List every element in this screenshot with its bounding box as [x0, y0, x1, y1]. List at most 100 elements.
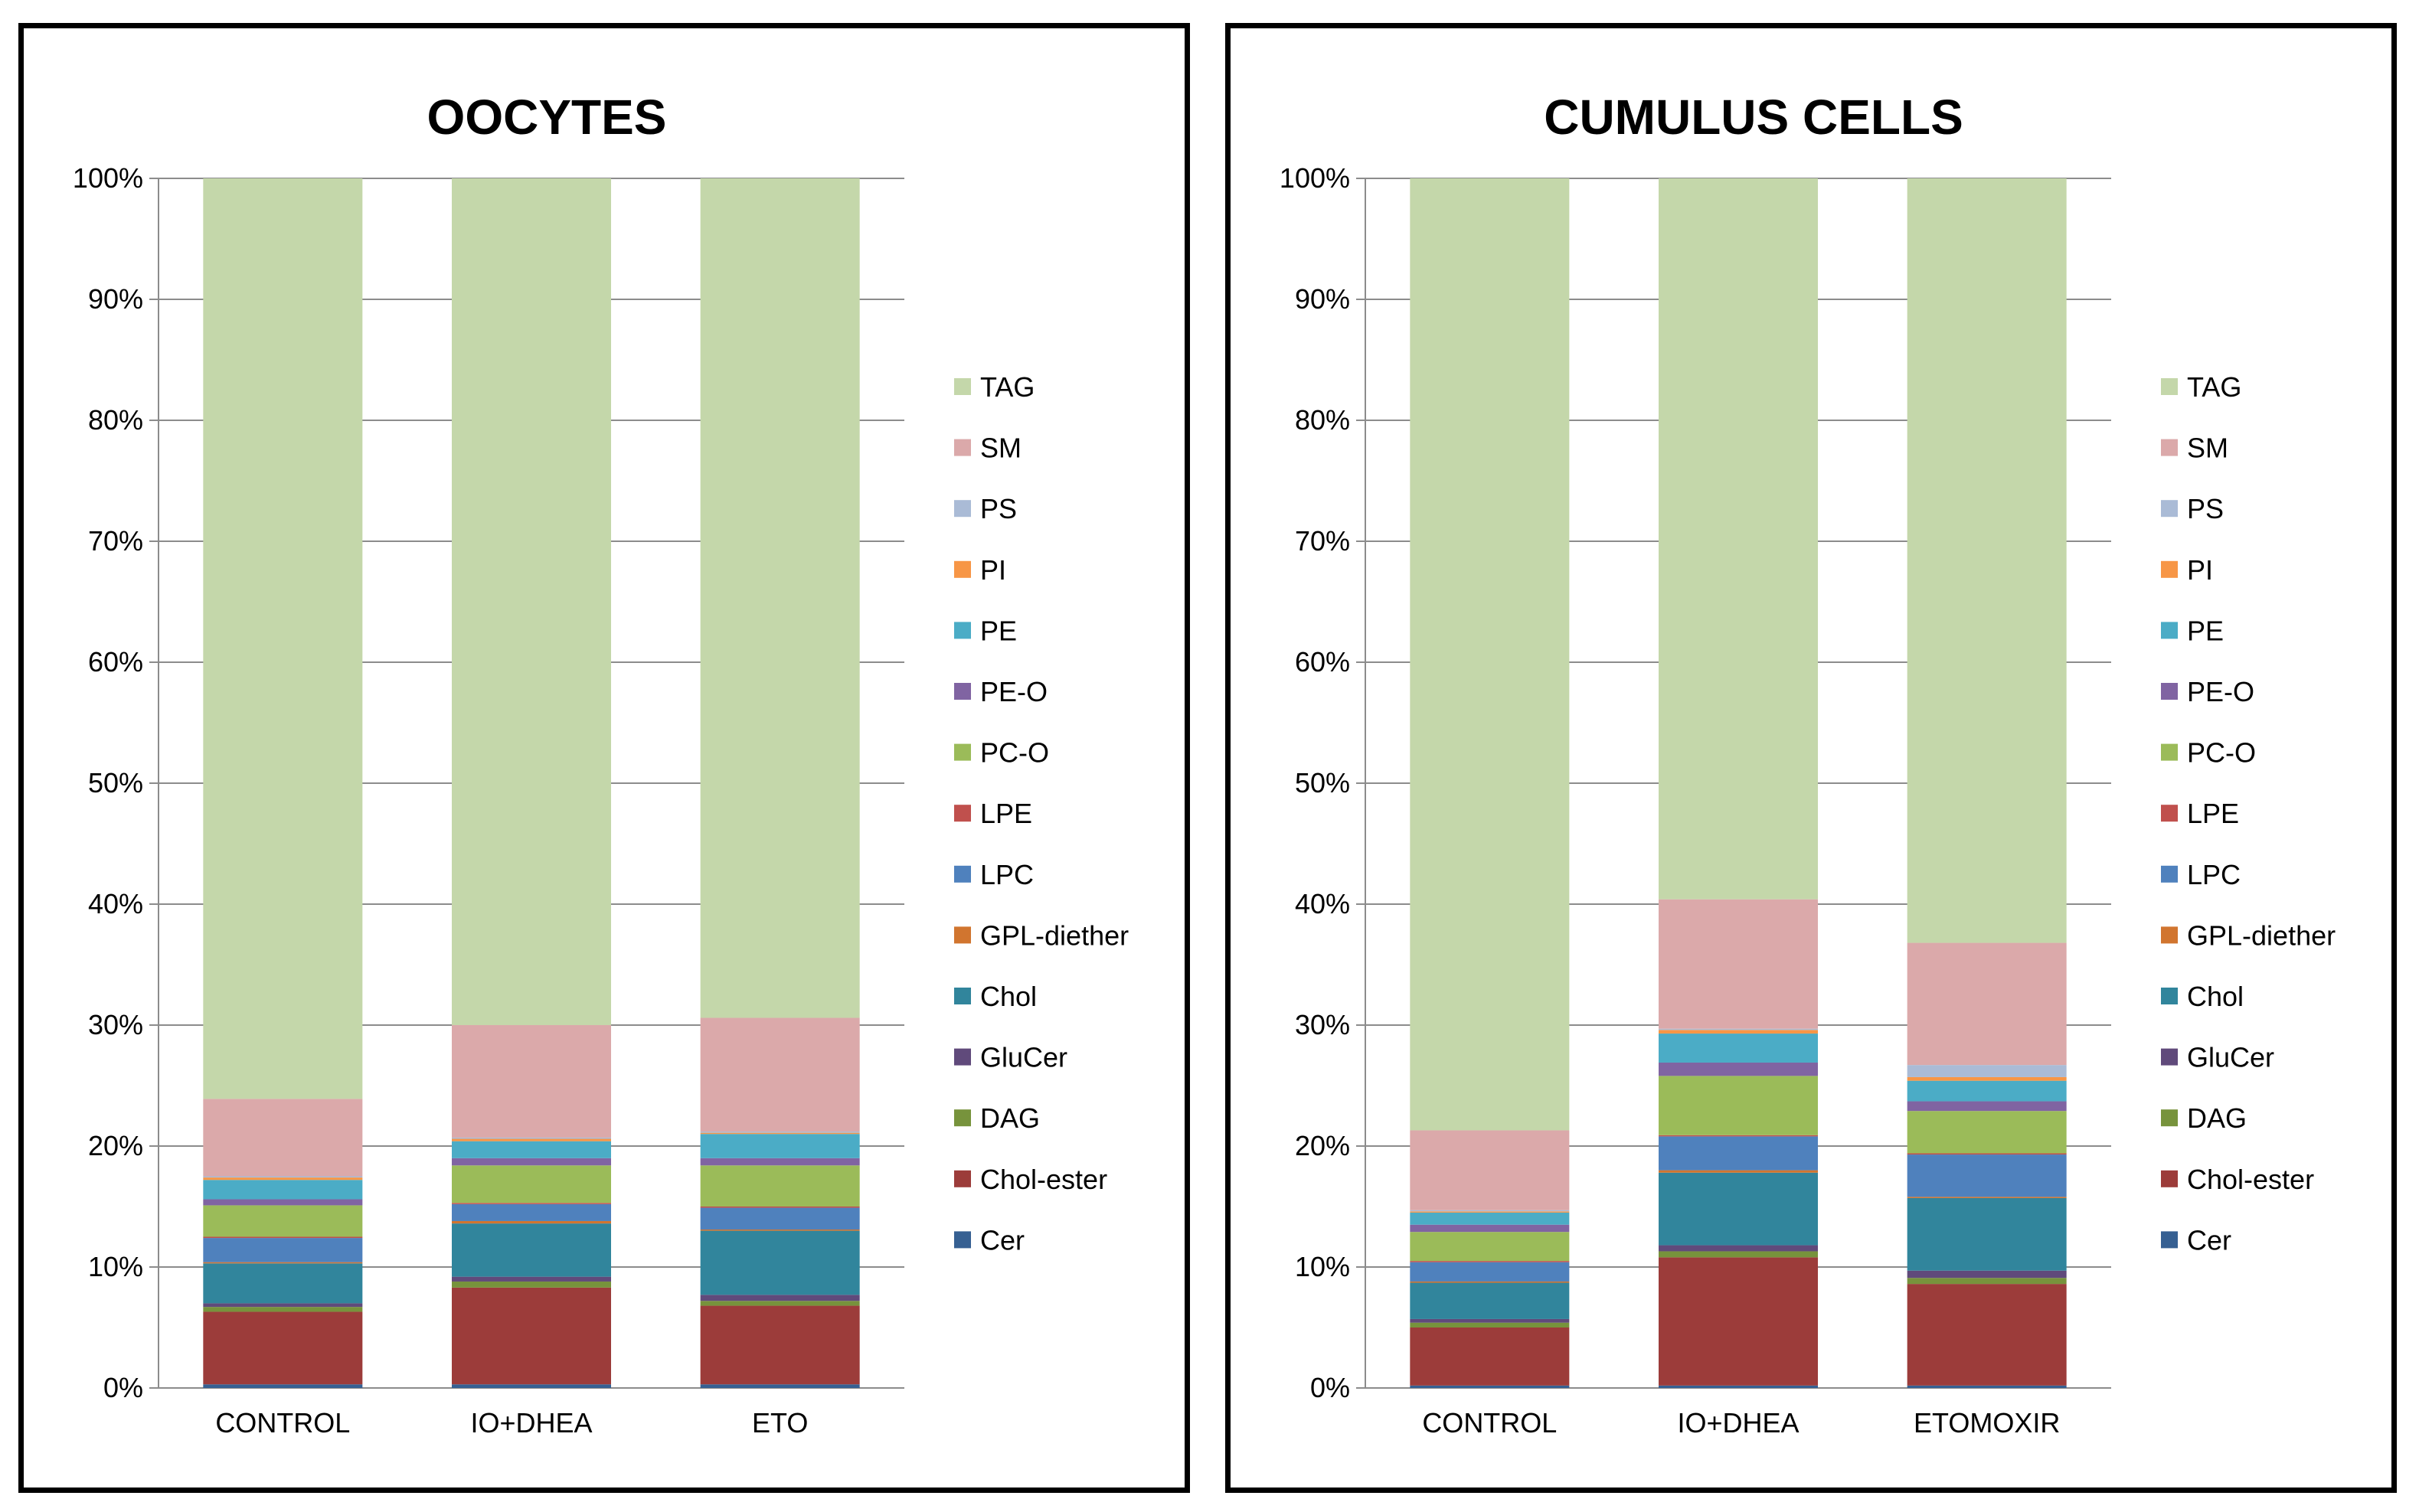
oocytes-legend-label-chol: Chol — [980, 981, 1037, 1012]
cumulus-cells-legend-swatch-chol-ester — [2161, 1170, 2178, 1187]
oocytes-bar-control-pe — [203, 1180, 363, 1200]
oocytes-bar-control-cer — [203, 1384, 363, 1388]
cumulus-cells-legend-label-glucer: GluCer — [2187, 1042, 2274, 1073]
oocytes-bar-io-dhea-pc-o — [452, 1165, 611, 1203]
oocytes-bar-io-dhea-lpc — [452, 1203, 611, 1221]
oocytes-y-tick-label: 20% — [88, 1130, 143, 1161]
cumulus-cells-bar-io-dhea-cer — [1659, 1385, 1818, 1388]
cumulus-cells-bar-control-dag — [1410, 1322, 1570, 1327]
cumulus-cells-bar-io-dhea-lpc — [1659, 1136, 1818, 1171]
oocytes-bar-io-dhea-cer — [452, 1384, 611, 1388]
oocytes-legend-label-cer: Cer — [980, 1224, 1025, 1256]
oocytes-legend-label-dag: DAG — [980, 1102, 1040, 1134]
oocytes-bar-eto-ps — [700, 1132, 860, 1133]
oocytes-y-tick-label: 40% — [88, 888, 143, 919]
oocytes-bar-control-chol — [203, 1263, 363, 1304]
cumulus-cells-bar-control-cer — [1410, 1385, 1570, 1388]
cumulus-cells-bar-control-lpc — [1410, 1262, 1570, 1282]
cumulus-cells-bar-control-chol — [1410, 1282, 1570, 1319]
cumulus-cells-bar-io-dhea-gpl-diether — [1659, 1170, 1818, 1173]
oocytes-y-tick-label: 50% — [88, 767, 143, 798]
cumulus-cells-legend-label-sm: SM — [2187, 433, 2228, 464]
oocytes-legend-swatch-pc-o — [954, 743, 971, 761]
cumulus-cells-bar-io-dhea-glucer — [1659, 1245, 1818, 1252]
oocytes-bar-control-chol-ester — [203, 1311, 363, 1385]
cumulus-cells-bar-etomoxir-chol-ester — [1907, 1284, 2067, 1386]
oocytes-y-tick-label: 70% — [88, 525, 143, 557]
oocytes-bar-eto-chol-ester — [700, 1305, 860, 1385]
oocytes-bar-control-glucer — [203, 1303, 363, 1308]
oocytes-legend-label-lpc: LPC — [980, 859, 1034, 890]
cumulus-cells-legend-label-pc-o: PC-O — [2187, 737, 2256, 769]
oocytes-bar-io-dhea-sm — [452, 1025, 611, 1138]
oocytes-bar-control-dag — [203, 1307, 363, 1312]
oocytes-bar-control-tag — [203, 178, 363, 1099]
oocytes-legend-swatch-pe — [954, 622, 971, 639]
cumulus-cells-bar-control-pe-o — [1410, 1224, 1570, 1233]
oocytes-legend-swatch-gpl-diether — [954, 926, 971, 944]
cumulus-cells-legend-label-gpl-diether: GPL-diether — [2187, 919, 2336, 951]
oocytes-bar-control-pe-o — [203, 1199, 363, 1206]
cumulus-cells-legend-swatch-pi — [2161, 560, 2178, 578]
cumulus-cells-bar-etomoxir-lpe — [1907, 1153, 2067, 1155]
cumulus-cells-legend-label-chol: Chol — [2187, 981, 2244, 1012]
cumulus-cells-y-tick-label: 20% — [1295, 1130, 1350, 1161]
cumulus-cells-y-tick-label: 60% — [1295, 646, 1350, 678]
oocytes-legend-label-pe-o: PE-O — [980, 676, 1048, 707]
oocytes-bar-eto-cer — [700, 1384, 860, 1388]
oocytes-y-tick-label: 60% — [88, 646, 143, 678]
oocytes-bar-eto-chol — [700, 1230, 860, 1295]
cumulus-cells-legend-label-lpc: LPC — [2187, 859, 2241, 890]
cumulus-cells-bar-io-dhea-chol-ester — [1659, 1257, 1818, 1386]
cumulus-cells-bar-io-dhea-pe-o — [1659, 1062, 1818, 1076]
cumulus-cells-y-tick-label: 0% — [1310, 1372, 1350, 1403]
oocytes-bar-eto-sm — [700, 1017, 860, 1132]
cumulus-cells-bar-etomoxir-glucer — [1907, 1270, 2067, 1279]
cumulus-cells-bar-etomoxir-pi — [1907, 1076, 2067, 1081]
cumulus-cells-bar-control-pe — [1410, 1212, 1570, 1225]
cumulus-cells-chart: CUMULUS CELLS 0% 10% 20% 30% 40% 50% 60% 70% 80% 9… — [1280, 90, 2336, 1439]
oocytes-legend-label-lpe: LPE — [980, 798, 1032, 829]
oocytes-bar-control-sm — [203, 1099, 363, 1177]
cumulus-cells-bar-io-dhea-sm — [1659, 899, 1818, 1029]
cumulus-cells-y-tick-label: 100% — [1280, 162, 1350, 194]
oocytes-legend-label-pe: PE — [980, 615, 1017, 646]
oocytes-bar-eto-lpe — [700, 1207, 860, 1208]
cumulus-cells-y-tick-label: 70% — [1295, 525, 1350, 557]
cumulus-cells-legend-swatch-pe-o — [2161, 683, 2178, 700]
oocytes-bar-control-pi — [203, 1177, 363, 1181]
oocytes-bar-io-dhea-ps — [452, 1137, 611, 1139]
cumulus-cells-bar-etomoxir-lpc — [1907, 1154, 2067, 1197]
oocytes-legend-label-tag: TAG — [980, 371, 1035, 403]
cumulus-cells-bar-etomoxir-gpl-diether — [1907, 1197, 2067, 1198]
oocytes-bar-control-lpc — [203, 1238, 363, 1262]
oocytes-y-tick-label: 0% — [103, 1372, 143, 1403]
oocytes-bar-eto-pe — [700, 1134, 860, 1158]
oocytes-legend-label-chol-ester: Chol-ester — [980, 1164, 1107, 1195]
oocytes-y-tick-label: 80% — [88, 404, 143, 436]
cumulus-cells-legend-swatch-ps — [2161, 500, 2178, 518]
oocytes-category-label: IO+DHEA — [470, 1407, 592, 1439]
cumulus-cells-legend-label-chol-ester: Chol-ester — [2187, 1164, 2314, 1195]
oocytes-category-label: ETO — [752, 1407, 808, 1439]
cumulus-cells-bar-control-gpl-diether — [1410, 1281, 1570, 1283]
cumulus-cells-bar-control-glucer — [1410, 1318, 1570, 1323]
cumulus-cells-bar-etomoxir-pc-o — [1907, 1111, 2067, 1154]
cumulus-cells-bar-io-dhea-pc-o — [1659, 1076, 1818, 1135]
cumulus-cells-bar-etomoxir-tag — [1907, 178, 2067, 943]
oocytes-bar-io-dhea-pe — [452, 1141, 611, 1158]
oocytes-bar-control-gpl-diether — [203, 1262, 363, 1264]
oocytes-bar-eto-lpc — [700, 1207, 860, 1230]
oocytes-bar-io-dhea-lpe — [452, 1203, 611, 1204]
cumulus-cells-bar-etomoxir-ps — [1907, 1065, 2067, 1077]
cumulus-cells-legend-label-pi: PI — [2187, 554, 2213, 586]
cumulus-cells-legend-swatch-cer — [2161, 1231, 2178, 1249]
cumulus-cells-bar-control-pc-o — [1410, 1232, 1570, 1262]
oocytes-y-tick-label: 30% — [88, 1009, 143, 1040]
oocytes-legend-swatch-ps — [954, 500, 971, 518]
cumulus-cells-y-tick-label: 40% — [1295, 888, 1350, 919]
cumulus-cells-y-tick-label: 90% — [1295, 283, 1350, 315]
cumulus-cells-category-label: CONTROL — [1422, 1407, 1557, 1439]
oocytes-legend-swatch-lpe — [954, 805, 971, 822]
oocytes-bar-io-dhea-pe-o — [452, 1158, 611, 1166]
